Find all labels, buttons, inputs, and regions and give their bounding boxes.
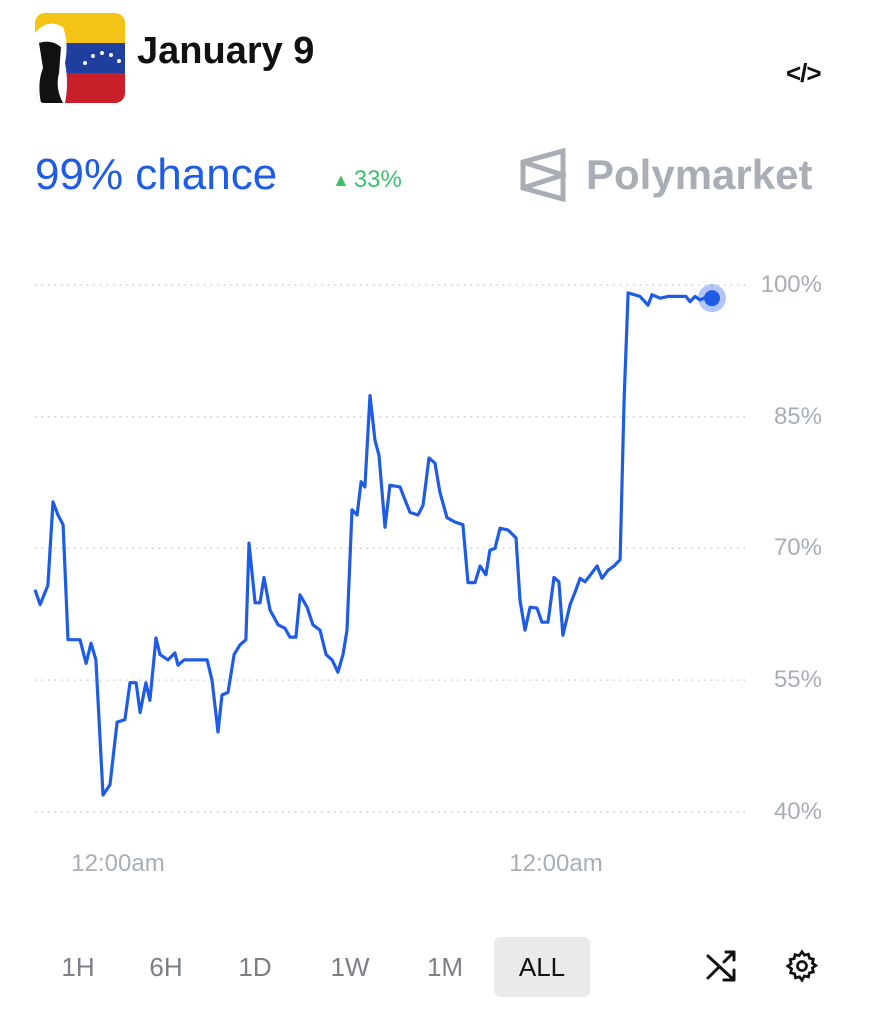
range-button-1h[interactable]: 1H: [61, 951, 95, 982]
market-title: January 9: [137, 30, 315, 72]
chance-value: 99% chance: [35, 150, 278, 199]
y-tick-label: 85%: [773, 402, 822, 430]
change-value: 33%: [353, 166, 402, 193]
brand-name: Polymarket: [586, 151, 813, 198]
range-button-all[interactable]: ALL: [494, 937, 590, 997]
change-badge: ▲ 33%: [332, 166, 402, 194]
y-tick-label: 40%: [773, 797, 822, 825]
polymarket-logo[interactable]: Polymarket: [520, 148, 812, 202]
y-tick-label: 55%: [773, 666, 822, 694]
price-line: [33, 291, 713, 797]
latest-point-marker: [704, 290, 721, 307]
triangle-up-icon: ▲: [332, 169, 350, 190]
x-tick-label: 12:00am: [509, 850, 603, 877]
gear-icon[interactable]: [784, 948, 820, 984]
polymarket-logo-icon: [520, 148, 566, 202]
x-tick-label: 12:00am: [71, 850, 165, 877]
range-button-1d[interactable]: 1D: [238, 951, 272, 982]
code-icon[interactable]: </>: [786, 58, 822, 88]
range-button-1w[interactable]: 1W: [330, 951, 370, 982]
range-button-6h[interactable]: 6H: [149, 951, 183, 982]
shuffle-icon[interactable]: [704, 948, 740, 984]
market-avatar: [35, 13, 125, 103]
range-button-1m[interactable]: 1M: [426, 951, 464, 982]
y-tick-label: 100%: [760, 271, 822, 298]
y-tick-label: 70%: [773, 534, 822, 562]
